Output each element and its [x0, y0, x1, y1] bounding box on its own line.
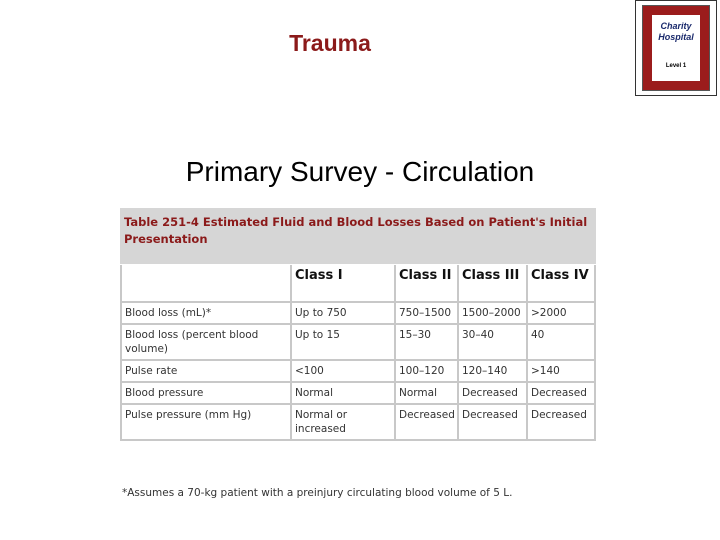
- header-cell: Class III: [459, 265, 528, 303]
- footnote: *Assumes a 70-kg patient with a preinjur…: [122, 487, 513, 499]
- table-row: Pulse rate <100 100–120 120–140 >140: [120, 361, 596, 383]
- row-label: Pulse pressure (mm Hg): [120, 405, 292, 441]
- table-cell: Normal: [396, 383, 459, 405]
- table-cell: >140: [528, 361, 596, 383]
- table-cell: Normal or increased: [292, 405, 396, 441]
- table-cell: Up to 750: [292, 303, 396, 325]
- logo-text: Hospital: [658, 32, 694, 42]
- row-label: Blood loss (mL)*: [120, 303, 292, 325]
- logo-core: Charity Hospital Level 1: [652, 15, 700, 81]
- table-cell: Decreased: [528, 383, 596, 405]
- table-cell: <100: [292, 361, 396, 383]
- row-label: Blood loss (percent blood volume): [120, 325, 292, 361]
- table-row: Pulse pressure (mm Hg) Normal or increase…: [120, 405, 596, 441]
- table-row: Blood loss (percent blood volume) Up to 1…: [120, 325, 596, 361]
- data-table: Class I Class II Class III Class IV Blood l…: [120, 265, 596, 441]
- table-cell: 120–140: [459, 361, 528, 383]
- table-cell: 30–40: [459, 325, 528, 361]
- logo-text: Charity: [660, 21, 692, 31]
- table-cell: Up to 15: [292, 325, 396, 361]
- row-label: Blood pressure: [120, 383, 292, 405]
- header-cell: Class IV: [528, 265, 596, 303]
- table-cell: 1500–2000: [459, 303, 528, 325]
- table-cell: Decreased: [528, 405, 596, 441]
- header-row: Class I Class II Class III Class IV: [120, 265, 596, 303]
- header-title: Trauma: [289, 30, 371, 56]
- logo-text: Level 1: [665, 63, 687, 69]
- table-cell: >2000: [528, 303, 596, 325]
- table-cell: 40: [528, 325, 596, 361]
- row-label: Pulse rate: [120, 361, 292, 383]
- table-cell: Decreased: [396, 405, 459, 441]
- logo: Charity Hospital Level 1: [635, 0, 717, 96]
- table-row: Blood loss (mL)* Up to 750 750–1500 1500–20…: [120, 303, 596, 325]
- slide-title: Primary Survey - Circulation: [185, 156, 535, 187]
- table-cell: 15–30: [396, 325, 459, 361]
- header-cell: Class II: [396, 265, 459, 303]
- header-cell: Class I: [292, 265, 396, 303]
- table-cell: 750–1500: [396, 303, 459, 325]
- table-caption: Table 251-4 Estimated Fluid and Blood Lo…: [120, 208, 596, 264]
- table-cell: Decreased: [459, 405, 528, 441]
- header-cell: [120, 265, 292, 303]
- table-cell: Decreased: [459, 383, 528, 405]
- table-cell: Normal: [292, 383, 396, 405]
- table-row: Blood pressure Normal Normal Decreased Decre…: [120, 383, 596, 405]
- logo-ring: Charity Hospital Level 1: [642, 5, 710, 91]
- table-cell: 100–120: [396, 361, 459, 383]
